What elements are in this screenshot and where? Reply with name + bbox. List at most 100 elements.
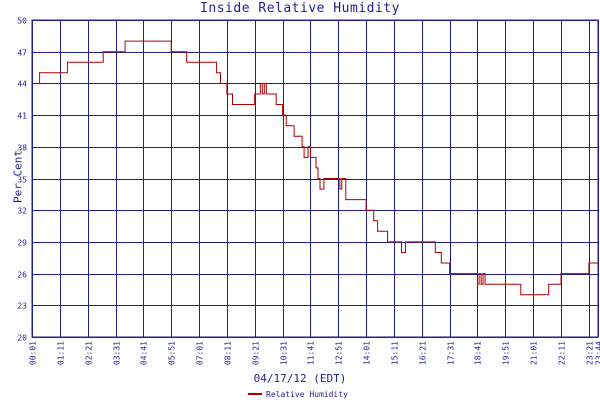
data-point <box>232 104 233 105</box>
data-point <box>454 273 456 275</box>
x-tick-label: 03:31 <box>113 341 122 365</box>
data-point <box>556 283 558 285</box>
data-point <box>293 135 295 137</box>
data-point <box>438 252 440 253</box>
data-point <box>237 104 239 105</box>
data-point <box>480 283 482 285</box>
data-point <box>87 61 89 63</box>
legend: Relative Humidity <box>248 388 348 400</box>
data-point <box>381 230 383 232</box>
data-point <box>59 72 61 74</box>
data-point <box>597 262 599 264</box>
data-point <box>245 104 247 105</box>
x-axis-label: 04/17/12 (EDT) <box>253 372 347 385</box>
data-point <box>528 294 530 296</box>
y-tick-label: 35 <box>17 176 27 185</box>
data-point <box>405 241 406 243</box>
data-point <box>275 104 277 105</box>
data-point <box>307 146 309 148</box>
data-point <box>216 72 218 74</box>
data-point <box>186 61 188 63</box>
data-point <box>261 93 263 95</box>
x-tick-label: 00:01 <box>29 341 38 365</box>
data-point <box>532 294 534 296</box>
data-point <box>540 294 542 296</box>
y-tick-labels: 20 23 26 29 32 35 38 41 44 47 50 <box>17 17 27 343</box>
data-point <box>102 51 104 53</box>
data-point <box>337 178 339 179</box>
data-point <box>285 125 287 127</box>
data-point <box>265 93 267 95</box>
data-point <box>254 93 256 95</box>
data-point <box>301 146 303 148</box>
y-tick-label: 44 <box>17 80 27 89</box>
data-point <box>158 40 160 42</box>
series-line-relative-humidity <box>32 40 598 296</box>
data-point <box>289 125 291 127</box>
y-tick-label: 41 <box>17 112 27 121</box>
data-point <box>142 40 144 42</box>
x-tick-label: 19:51 <box>502 341 511 365</box>
y-tick-label: 32 <box>17 207 27 216</box>
data-point <box>477 283 478 285</box>
data-point <box>178 51 180 53</box>
grid-layer <box>31 19 599 338</box>
x-tick-label: 07:01 <box>196 341 205 365</box>
y-tick-label: 26 <box>17 271 27 280</box>
data-point <box>411 241 412 243</box>
data-point <box>124 40 126 42</box>
x-tick-label: 10:31 <box>280 341 289 365</box>
data-point <box>434 252 436 253</box>
data-point <box>572 273 573 275</box>
data-point <box>297 135 299 137</box>
data-point <box>365 209 367 211</box>
x-tick-labels: 00:01 01:11 02:21 03:31 04:41 05:51 07:01 08:11… <box>29 341 600 365</box>
legend-label: Relative Humidity <box>266 389 348 399</box>
data-point <box>440 262 442 264</box>
data-point <box>357 199 359 201</box>
data-point <box>421 241 423 243</box>
x-tick-label: 21:01 <box>530 341 539 365</box>
data-point <box>269 93 271 95</box>
x-tick-label: 05:51 <box>168 341 177 365</box>
data-point <box>345 199 347 201</box>
data-point <box>588 262 590 264</box>
data-point <box>464 273 466 275</box>
data-point <box>329 178 331 179</box>
data-point <box>482 273 484 275</box>
data-point <box>170 51 172 53</box>
legend-swatch <box>248 393 262 395</box>
data-point <box>468 273 470 275</box>
data-point <box>414 241 416 243</box>
data-point <box>315 167 317 169</box>
chart-title: Inside Relative Humidity <box>200 1 400 16</box>
data-point <box>226 93 228 95</box>
x-tick-label: 23:44 <box>595 341 600 365</box>
data-point <box>309 156 311 158</box>
data-point <box>560 273 562 275</box>
data-point <box>282 114 284 116</box>
data-point <box>198 61 200 63</box>
data-point <box>303 156 305 158</box>
data-point <box>39 72 41 74</box>
data-point <box>263 82 265 84</box>
data-point <box>349 199 351 201</box>
data-point <box>397 241 398 243</box>
data-point <box>369 209 371 211</box>
data-point <box>341 178 343 179</box>
data-point <box>458 273 460 275</box>
data-point <box>377 230 379 232</box>
data-point <box>580 273 581 275</box>
data-point <box>323 178 325 179</box>
data-point <box>548 283 550 285</box>
data-point <box>259 82 261 84</box>
data-point <box>31 82 33 84</box>
y-tick-label: 50 <box>17 17 27 26</box>
data-point <box>96 61 98 63</box>
data-point <box>317 178 319 179</box>
data-point <box>387 241 389 243</box>
data-point <box>373 220 375 222</box>
data-point <box>488 283 490 285</box>
